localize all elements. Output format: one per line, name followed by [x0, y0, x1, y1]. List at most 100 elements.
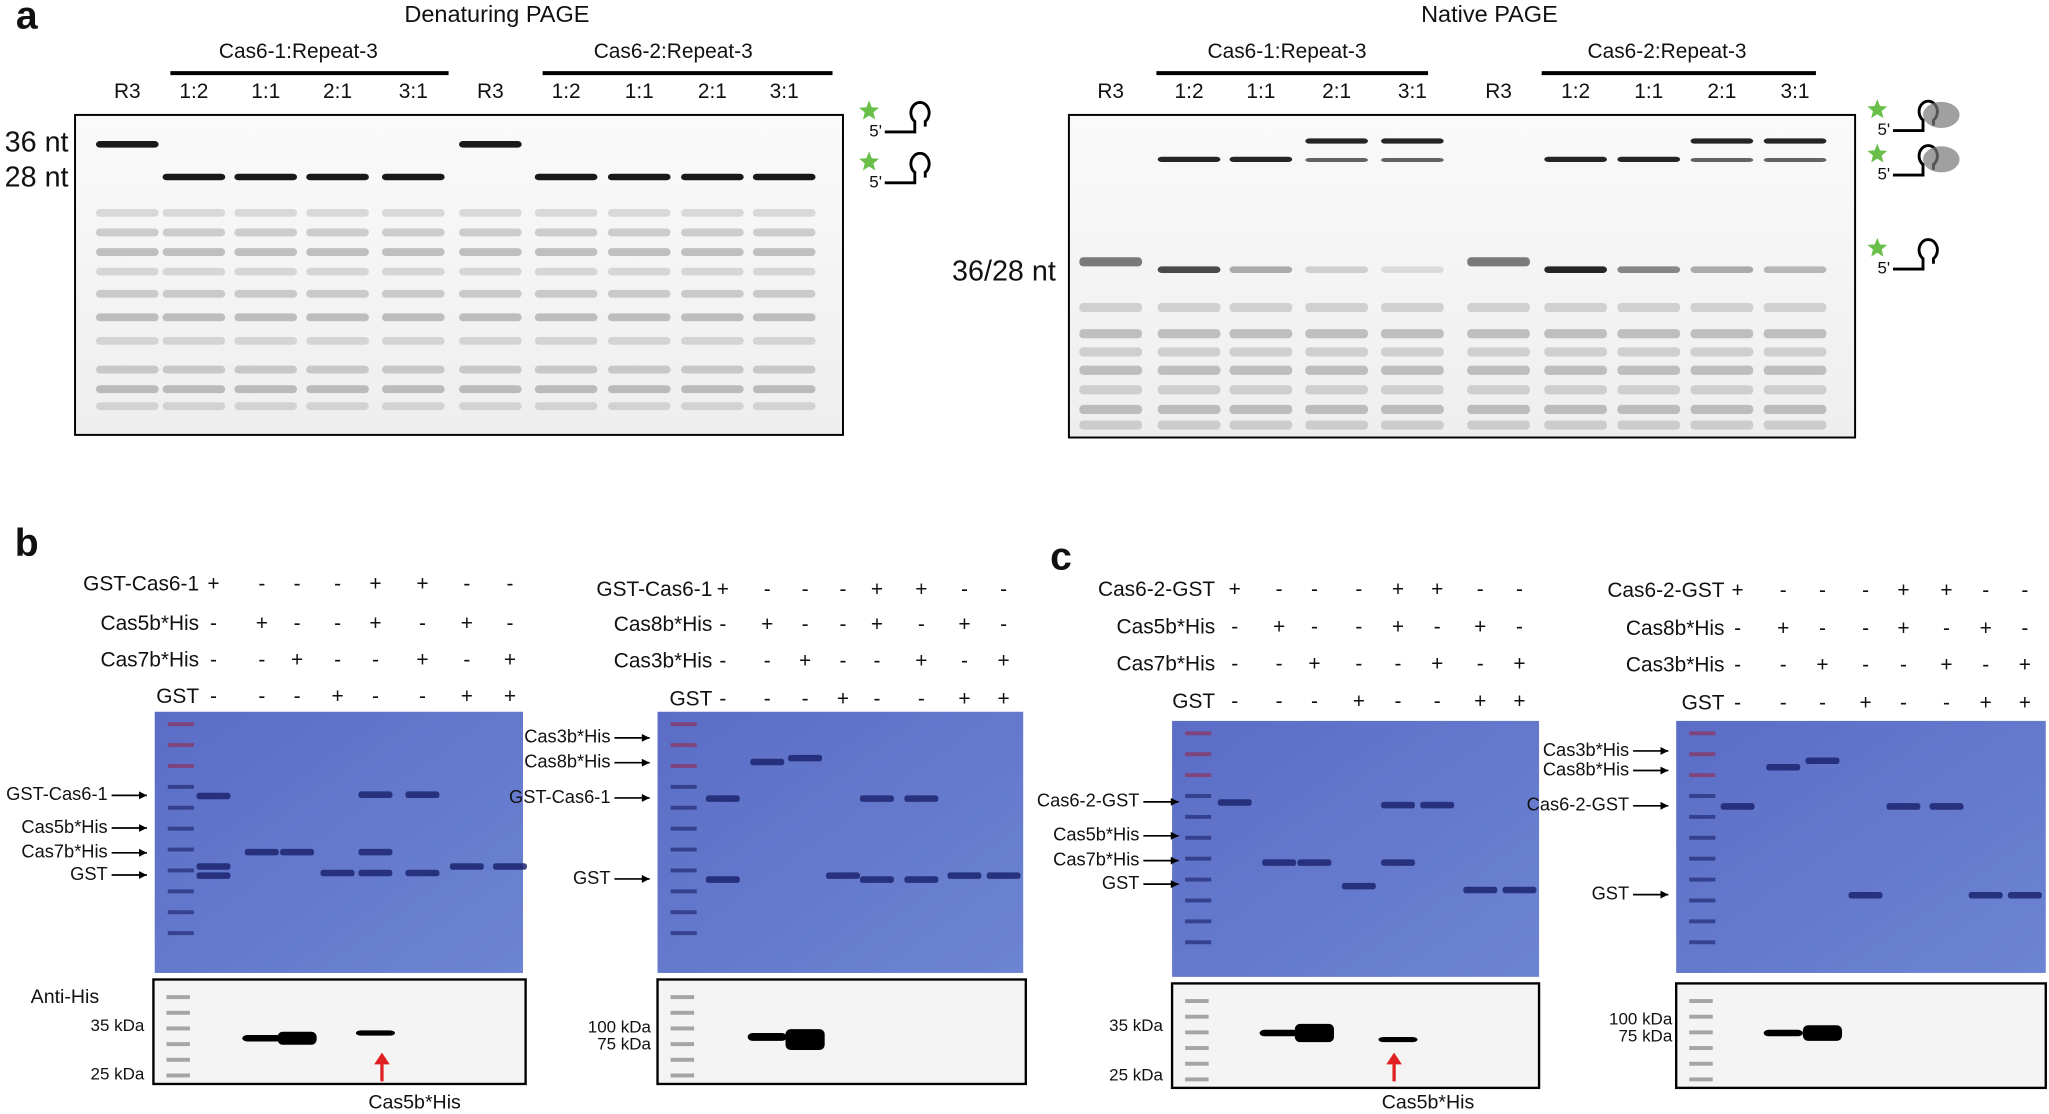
- gel-band: [1763, 404, 1827, 414]
- gel-image: [1067, 113, 1857, 439]
- sign: -: [1276, 578, 1283, 601]
- gel-band: [1690, 158, 1754, 162]
- sign: -: [839, 613, 846, 636]
- western-band: [1378, 1036, 1418, 1043]
- protein-band: [986, 872, 1021, 879]
- sign: -: [463, 573, 470, 596]
- gel-band: [381, 313, 445, 322]
- sign: -: [802, 578, 809, 601]
- ladder-band: [1185, 1077, 1209, 1082]
- ladder-band: [1185, 999, 1209, 1003]
- gel-band: [1305, 158, 1368, 162]
- gel-band: [1157, 385, 1221, 395]
- gel-band: [752, 402, 816, 411]
- gel-band: [1763, 420, 1827, 430]
- gel-band: [681, 248, 744, 256]
- sign: -: [1000, 578, 1007, 601]
- gel-band: [1617, 404, 1681, 414]
- band-label: Cas8b*His: [1543, 758, 1629, 779]
- ladder-band: [670, 889, 697, 894]
- sign: +: [369, 573, 381, 596]
- marker-label: 75 kDa: [597, 1034, 651, 1053]
- gel-band: [1381, 365, 1444, 375]
- gel-band: [306, 336, 369, 345]
- lane-label: R3: [1097, 80, 1124, 103]
- sign: -: [372, 685, 379, 708]
- red-arrow-head: [1386, 1052, 1402, 1065]
- protein-blob: [1923, 101, 1960, 128]
- arrow-head: [139, 871, 147, 879]
- ladder-band: [670, 1057, 695, 1062]
- lane-label: R3: [1485, 80, 1512, 103]
- gel-band: [534, 313, 598, 322]
- sign: +: [369, 612, 381, 635]
- protein-band: [1381, 801, 1415, 809]
- western-band: [1294, 1023, 1335, 1043]
- sign: -: [1311, 690, 1318, 713]
- lane-label: 3:1: [770, 80, 799, 103]
- ladder-band: [670, 722, 697, 727]
- sign: -: [1231, 652, 1238, 675]
- sign: -: [1900, 654, 1907, 677]
- sign: +: [1980, 617, 1992, 640]
- ladder-band: [1689, 999, 1713, 1003]
- gel-band: [1544, 365, 1607, 375]
- band-label: Cas7b*His: [21, 841, 107, 862]
- ladder-band: [670, 805, 697, 810]
- gel-band: [1305, 347, 1368, 357]
- sign: +: [504, 685, 516, 708]
- ladder-band: [1185, 814, 1212, 819]
- blot-label: Anti-His: [31, 986, 100, 1008]
- sign: +: [1980, 691, 1992, 714]
- sign: -: [764, 578, 771, 601]
- gel-band: [381, 402, 445, 411]
- sign: -: [334, 612, 341, 635]
- gel-band: [1544, 329, 1607, 339]
- row-label: Cas7b*His: [1117, 652, 1216, 675]
- sign: +: [2019, 691, 2031, 714]
- group-label: Cas6-1:Repeat-3: [219, 40, 378, 63]
- ladder-band: [670, 826, 697, 831]
- arrow-head: [139, 791, 147, 800]
- coomassie-gel: [154, 711, 524, 973]
- group-label: Cas6-2:Repeat-3: [1588, 40, 1747, 63]
- end-label: 5': [869, 172, 882, 191]
- arrow-head: [1170, 856, 1179, 865]
- sign: +: [1308, 652, 1320, 675]
- band-label: GST: [573, 867, 611, 888]
- gel-band: [1617, 156, 1681, 162]
- gel-band: [1305, 365, 1368, 375]
- sign: -: [1943, 617, 1950, 640]
- sign: -: [1862, 617, 1869, 640]
- ladder-band: [166, 995, 190, 1000]
- protein-band: [1848, 891, 1883, 899]
- sign: +: [958, 688, 970, 711]
- gel-band: [681, 365, 744, 374]
- ladder-band: [670, 931, 697, 936]
- gel-band: [381, 289, 445, 298]
- gel-band: [306, 365, 369, 374]
- gel-band: [162, 208, 226, 217]
- gel-band: [1157, 302, 1221, 313]
- sign: -: [1734, 654, 1741, 677]
- gel-band: [1229, 347, 1293, 357]
- protein-band: [196, 792, 231, 800]
- gel-band: [534, 365, 598, 374]
- ladder-band: [1689, 898, 1716, 903]
- ladder-band: [167, 722, 194, 727]
- gel-band: [459, 402, 522, 411]
- gel-band: [752, 385, 816, 394]
- western-blot: [1675, 982, 2047, 1090]
- lane-label: 1:1: [625, 80, 654, 103]
- band-label: Cas5b*His: [21, 816, 107, 837]
- gel-band: [1381, 385, 1444, 395]
- gel-band: [1381, 158, 1444, 162]
- sign: -: [210, 685, 217, 708]
- sign: -: [1780, 579, 1787, 602]
- sign: -: [873, 650, 880, 673]
- sign: +: [1229, 578, 1241, 601]
- arrow-head: [1170, 880, 1179, 889]
- star: [859, 100, 880, 120]
- gel-band: [1079, 302, 1143, 313]
- gel-band: [1079, 257, 1143, 267]
